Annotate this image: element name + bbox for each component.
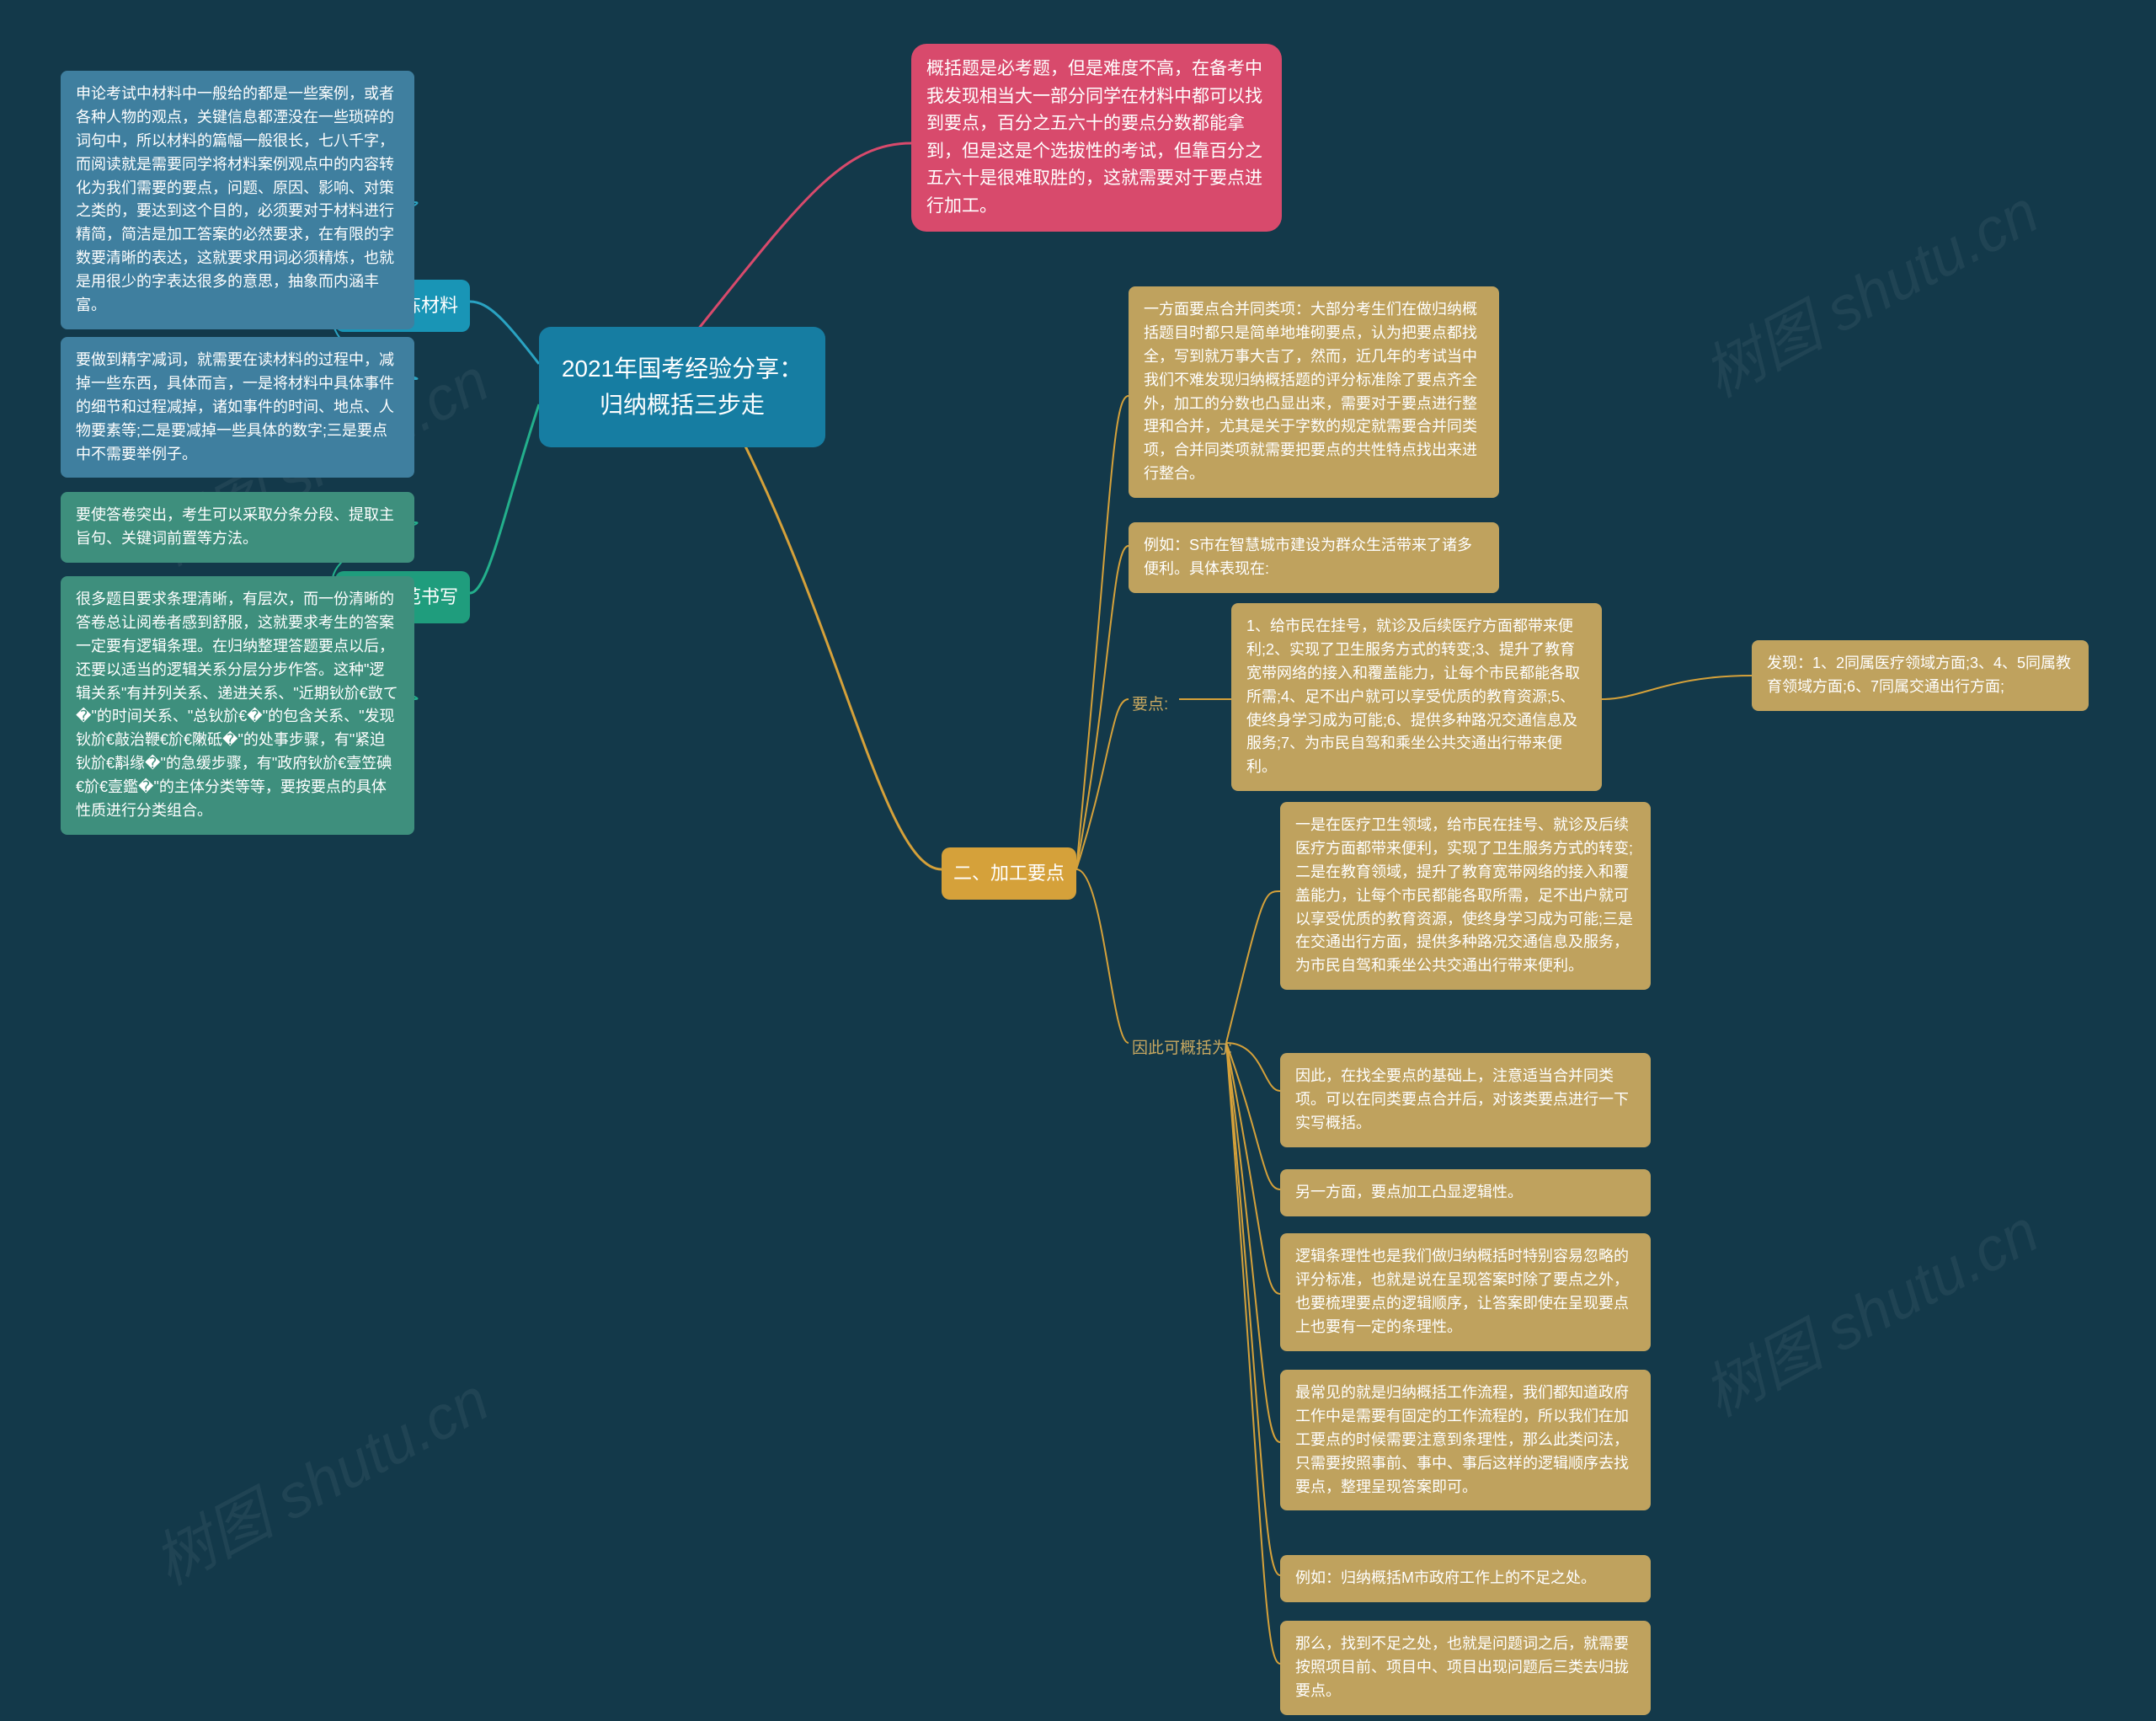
branch2-fx-text[interactable]: 发现：1、2同属医疗领域方面;3、4、5同属教育领域方面;6、7同属交通出行方面… [1752, 640, 2089, 711]
branch1-p1[interactable]: 申论考试中材料中一般给的都是一些案例，或者各种人物的观点，关键信息都湮没在一些琐… [61, 71, 414, 329]
branch2-p7[interactable]: 例如：归纳概括M市政府工作上的不足之处。 [1280, 1555, 1651, 1602]
watermark: 树图 shutu.cn [136, 1351, 501, 1601]
branch2-gk-label[interactable]: 因此可概括为: [1129, 1031, 1235, 1066]
root-node[interactable]: 2021年国考经验分享：归纳概括三步走 [539, 327, 825, 447]
branch2-yd-label[interactable]: 要点: [1129, 687, 1171, 722]
branch2-p2[interactable]: 例如：S市在智慧城市建设为群众生活带来了诸多便利。具体表现在: [1129, 522, 1499, 593]
branch2-gk-text[interactable]: 一是在医疗卫生领域，给市民在挂号、就诊及后续医疗方面都带来便利，实现了卫生服务方… [1280, 802, 1651, 990]
watermark: 树图 shutu.cn [1685, 1183, 2051, 1433]
branch2-p1[interactable]: 一方面要点合并同类项：大部分考生们在做归纳概括题目时都只是简单地堆砌要点，认为把… [1129, 286, 1499, 498]
branch3-p1[interactable]: 要使答卷突出，考生可以采取分条分段、提取主旨句、关键词前置等方法。 [61, 492, 414, 563]
branch2-p4[interactable]: 另一方面，要点加工凸显逻辑性。 [1280, 1169, 1651, 1216]
mindmap-stage: 树图 shutu.cn 树图 shutu.cn 树图 shutu.cn 树图 s… [0, 0, 2156, 1721]
branch2-node[interactable]: 二、加工要点 [942, 847, 1076, 900]
watermark: 树图 shutu.cn [1685, 163, 2051, 414]
branch2-p6[interactable]: 最常见的就是归纳概括工作流程，我们都知道政府工作中是需要有固定的工作流程的，所以… [1280, 1370, 1651, 1510]
branch3-p2[interactable]: 很多题目要求条理清晰，有层次，而一份清晰的答卷总让阅卷者感到舒服，这就要求考生的… [61, 576, 414, 835]
branch2-p8[interactable]: 那么，找到不足之处，也就是问题词之后，就需要按照项目前、项目中、项目出现问题后三… [1280, 1621, 1651, 1715]
branch2-yd-text[interactable]: 1、给市民在挂号，就诊及后续医疗方面都带来便利;2、实现了卫生服务方式的转变;3… [1231, 603, 1602, 791]
branch2-p5[interactable]: 逻辑条理性也是我们做归纳概括时特别容易忽略的评分标准，也就是说在呈现答案时除了要… [1280, 1233, 1651, 1351]
branch2-p3[interactable]: 因此，在找全要点的基础上，注意适当合并同类项。可以在同类要点合并后，对该类要点进… [1280, 1053, 1651, 1147]
intro-node[interactable]: 概括题是必考题，但是难度不高，在备考中我发现相当大一部分同学在材料中都可以找到要… [911, 44, 1282, 232]
branch1-p2[interactable]: 要做到精字减词，就需要在读材料的过程中，减掉一些东西，具体而言，一是将材料中具体… [61, 337, 414, 478]
